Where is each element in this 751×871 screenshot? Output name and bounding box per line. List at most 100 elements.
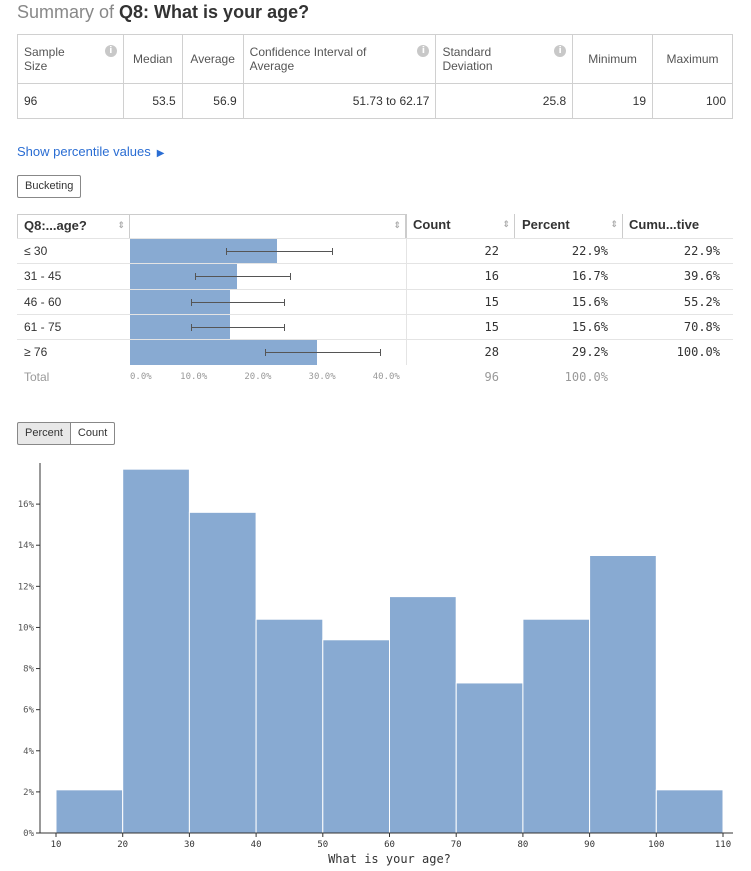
summary-header-minimum: Minimum: [572, 34, 654, 84]
show-percentile-label: Show percentile values: [17, 144, 151, 159]
bucket-header-percent[interactable]: Percent ⇕: [514, 214, 622, 238]
bucket-row-count: 15: [406, 289, 499, 315]
summary-header-label: Sample Size: [24, 45, 65, 73]
y-tick-label: 2%: [23, 788, 34, 798]
x-tick-label: 40: [251, 840, 262, 850]
bucket-row-count: 15: [406, 314, 499, 340]
bucket-row-percent: 16.7%: [571, 269, 608, 284]
sort-icon: ⇕: [610, 220, 618, 230]
ci-cap-right: [380, 349, 382, 357]
show-percentile-link[interactable]: Show percentile values ▶: [17, 144, 164, 159]
histogram-bar: [322, 639, 390, 834]
x-axis-label: What is your age?: [328, 852, 451, 866]
summary-value-minimum: 19: [572, 83, 654, 119]
y-tick-label: 4%: [23, 747, 34, 757]
bucket-row-percent: 29.2%: [571, 345, 608, 360]
percent-toggle-button[interactable]: Percent: [17, 422, 71, 445]
view-toggle: Percent Count: [17, 422, 116, 445]
bucket-header-count[interactable]: Count ⇕: [406, 214, 514, 238]
y-tick-label: 6%: [23, 706, 34, 716]
info-icon[interactable]: i: [417, 45, 430, 57]
bucket-row-cumulative: 100.0%: [676, 345, 720, 360]
x-tick-label: 80: [517, 840, 528, 850]
ci-cap-left: [195, 273, 197, 281]
bucket-row-cumulative: 70.8%: [683, 319, 720, 334]
x-tick-label: 100: [648, 840, 664, 850]
page-title: Summary of Q8: What is your age?: [17, 2, 309, 23]
y-tick-label: 14%: [18, 541, 35, 551]
bucket-row: 46 - 60 15 15.6% 55.2%: [17, 288, 733, 315]
x-tick-label: 50: [317, 840, 328, 850]
title-prefix: Summary of: [17, 2, 115, 22]
bucket-row-count: 22: [406, 239, 499, 264]
bucket-row-cumulative: 55.2%: [683, 294, 720, 309]
bucket-header-cumulative[interactable]: Cumu...tive: [622, 214, 733, 238]
ci-cap-right: [284, 323, 286, 331]
total-label: Total: [24, 370, 50, 384]
total-percent: 100.0%: [564, 370, 608, 384]
summary-value-sample-size: 96: [17, 83, 124, 119]
bucket-header-count-text: Count: [413, 217, 451, 232]
y-tick-label: 12%: [18, 582, 35, 592]
confidence-interval-line: [190, 301, 285, 303]
bucket-row-cumulative: 22.9%: [683, 244, 720, 258]
summary-value-maximum: 100: [652, 83, 733, 119]
bucket-row-count: 16: [406, 264, 499, 290]
x-tick-label: 70: [451, 840, 462, 850]
histogram-bar: [389, 596, 457, 834]
x-tick-label: 30: [184, 840, 195, 850]
info-icon[interactable]: i: [554, 45, 567, 57]
bucket-header-percent-text: Percent: [522, 217, 570, 232]
histogram-bar: [455, 682, 524, 834]
bucket-row-percent: 22.9%: [571, 244, 608, 258]
summary-value-average: 56.9: [181, 83, 244, 119]
bucket-row: ≤ 30 22 22.9% 22.9%: [17, 238, 733, 264]
bucket-row: ≥ 76 28 29.2% 100.0%: [17, 339, 733, 366]
bucket-axis-tick: 0.0%: [130, 371, 152, 382]
bucket-row: 61 - 75 15 15.6% 70.8%: [17, 313, 733, 340]
total-count: 96: [484, 370, 499, 384]
bucket-axis-tick: 30.0%: [308, 371, 336, 382]
summary-value-std-dev: 25.8: [435, 83, 574, 119]
title-question: Q8: What is your age?: [119, 2, 310, 22]
sort-icon: ⇕: [117, 221, 125, 231]
x-tick-label: 10: [51, 840, 62, 850]
bucket-header-label[interactable]: Q8:...age? ⇕: [17, 214, 130, 238]
histogram-bar: [55, 789, 124, 834]
histogram-bar: [122, 468, 190, 834]
bucket-header-bar[interactable]: ⇕: [130, 214, 406, 238]
bucket-axis-tick: 10.0%: [180, 371, 208, 382]
sort-icon: ⇕: [502, 220, 510, 230]
x-tick-label: 110: [715, 840, 731, 850]
count-toggle-button[interactable]: Count: [70, 422, 116, 445]
summary-table: i Sample Size Median Average i Confidenc…: [17, 34, 733, 119]
y-tick-label: 8%: [23, 665, 34, 675]
bucketing-button[interactable]: Bucketing: [17, 175, 82, 198]
sort-icon: ⇕: [393, 221, 401, 231]
caret-right-icon: ▶: [156, 148, 165, 159]
ci-cap-right: [332, 248, 334, 255]
ci-cap-right: [290, 273, 292, 281]
info-icon[interactable]: i: [104, 45, 117, 57]
ci-cap-left: [264, 349, 266, 357]
summary-header-ci: i Confidence Interval of Average: [242, 34, 437, 84]
summary-header-maximum: Maximum: [652, 34, 733, 84]
confidence-interval-line: [195, 276, 291, 278]
bucket-axis-tick: 20.0%: [244, 371, 272, 382]
summary-value-ci: 51.73 to 62.17: [242, 83, 437, 119]
summary-value-median: 53.5: [122, 83, 183, 119]
x-tick-label: 20: [117, 840, 128, 850]
histogram-bar: [655, 789, 724, 834]
summary-value-row: 96 53.5 56.9 51.73 to 62.17 25.8 19 100: [17, 83, 733, 119]
confidence-interval-line: [226, 251, 333, 252]
y-tick-label: 0%: [23, 829, 34, 839]
bucket-row-label: 46 - 60: [24, 294, 62, 309]
bucket-row-label: 31 - 45: [24, 269, 62, 284]
summary-header-median: Median: [122, 34, 183, 84]
histogram-bar: [522, 618, 591, 834]
histogram-bar: [255, 618, 324, 834]
bucket-header-label-text: Q8:...age?: [24, 218, 87, 233]
histogram-bar: [589, 555, 657, 834]
bucket-row-label: ≥ 76: [24, 345, 48, 360]
bucket-row-count: 28: [406, 340, 499, 366]
